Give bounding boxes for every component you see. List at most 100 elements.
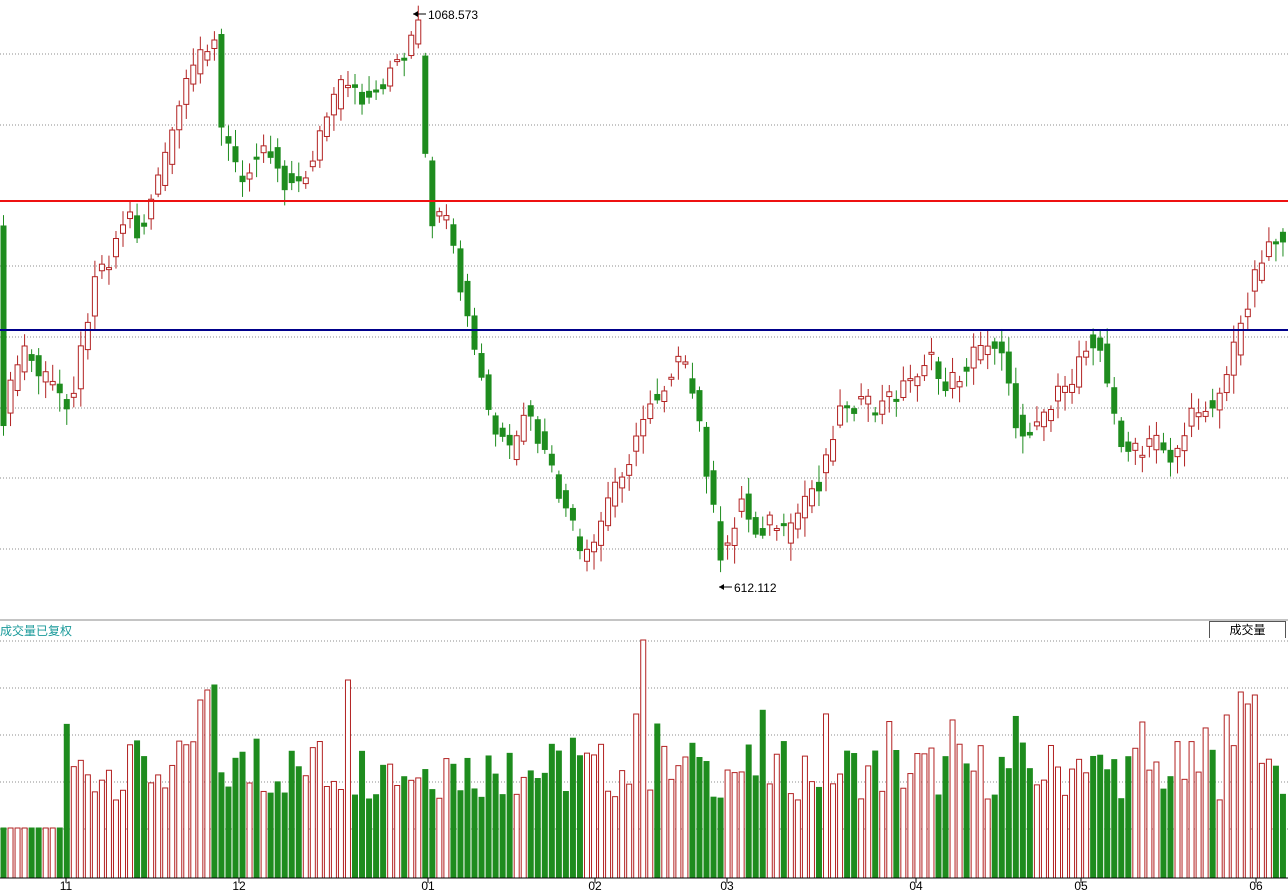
candle [640,405,647,454]
volume-bar [612,796,619,879]
x-tick-label: 12 [232,879,246,892]
candle [1223,366,1230,402]
candle [794,503,801,539]
candle [225,125,232,161]
candle [984,330,991,370]
volume-bar [429,789,436,879]
candle [619,472,626,503]
candle [401,52,408,77]
candle [1055,373,1061,419]
candle [851,405,858,422]
candle [105,255,112,285]
candle [49,364,56,391]
volume-bar [478,796,485,879]
candle [1265,227,1272,261]
candle [155,167,162,198]
volume-bar [239,751,246,879]
candle [1188,393,1195,438]
candle [1125,431,1132,462]
candle [949,357,956,399]
candle [415,5,422,49]
candle [232,129,239,173]
volume-bar [1076,758,1083,879]
candle [900,366,907,401]
candle [1139,445,1146,473]
candle [1167,437,1174,477]
candle [710,460,717,513]
volume-bar [204,689,211,879]
low-value-label: 612.112 [734,581,777,595]
volume-bar [422,769,429,879]
volume-bar [450,763,457,879]
volume-bar [253,738,260,879]
volume-bar [759,709,766,879]
candle [450,218,457,254]
candle [148,194,155,230]
candle [1153,421,1160,464]
x-tick-label: 06 [1249,879,1263,892]
candle [295,162,302,193]
candle [162,142,169,192]
volume-bar [942,756,949,879]
volume-bar [1146,769,1153,879]
candle [1118,417,1125,453]
candle [1111,377,1118,425]
candle [893,390,900,417]
volume-bar [28,827,35,879]
candle [998,328,1005,371]
volume-bar [935,794,942,879]
candle [471,307,478,356]
volume-bar [436,797,443,879]
volume-bar [823,713,830,879]
candle [872,406,879,423]
candle [935,356,942,395]
candle [823,448,830,492]
volume-bar [583,752,590,879]
volume-bar [1055,766,1061,879]
volume-tab[interactable]: 成交量 [1209,621,1286,638]
volume-bar [373,794,380,879]
volume-bar [70,766,77,879]
volume-bar [689,742,696,879]
candle [1181,422,1188,467]
candle [548,445,555,473]
candle [801,480,808,537]
volume-bar [344,679,351,879]
volume-bar [464,757,471,879]
candle [914,373,921,402]
candle [464,273,471,327]
candle [541,418,548,454]
candle [429,156,436,239]
volume-bar [0,827,7,879]
volume-bar [984,798,991,879]
volume-bar [1040,779,1047,879]
volume-bar [42,827,49,879]
volume-bar [141,756,148,879]
volume-bar [562,791,569,879]
volume-bar [1230,745,1237,879]
candle [98,255,105,279]
candle [780,513,787,537]
candle [190,48,197,92]
volume-bar [1279,793,1286,879]
candle [1258,250,1265,284]
volume-bar [232,757,239,879]
candle [352,74,358,105]
volume-bar [682,756,689,879]
volume-bar [1104,769,1111,879]
high-annotation: 1068.573 [413,8,478,22]
low-annotation: 612.112 [719,581,777,595]
candle [527,400,534,431]
candle [56,369,63,412]
volume-bar [127,744,134,879]
volume-bar [1265,758,1272,879]
volume-bar [1223,714,1230,879]
volume-bar [359,750,366,879]
candle [963,358,970,387]
volume-bar [703,761,710,879]
candle [576,528,583,560]
candle [942,367,949,397]
candle [1005,337,1012,396]
volume-bar [21,827,28,879]
